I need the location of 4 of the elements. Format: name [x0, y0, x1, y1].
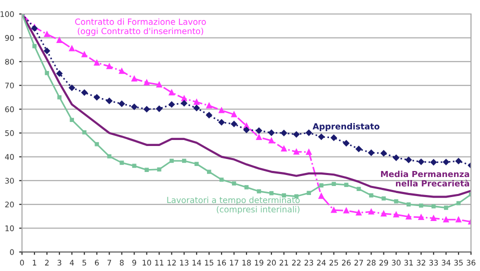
series-label: Apprendistato: [312, 123, 380, 132]
series-label: Media Permanenza nella Precarietà: [381, 170, 470, 186]
series-label: Lavoratori a tempo determinato (compresi interinali): [167, 196, 300, 214]
series-label: Contratto di Formazione Lavoro (oggi Contratto d'inserimento): [75, 18, 206, 36]
